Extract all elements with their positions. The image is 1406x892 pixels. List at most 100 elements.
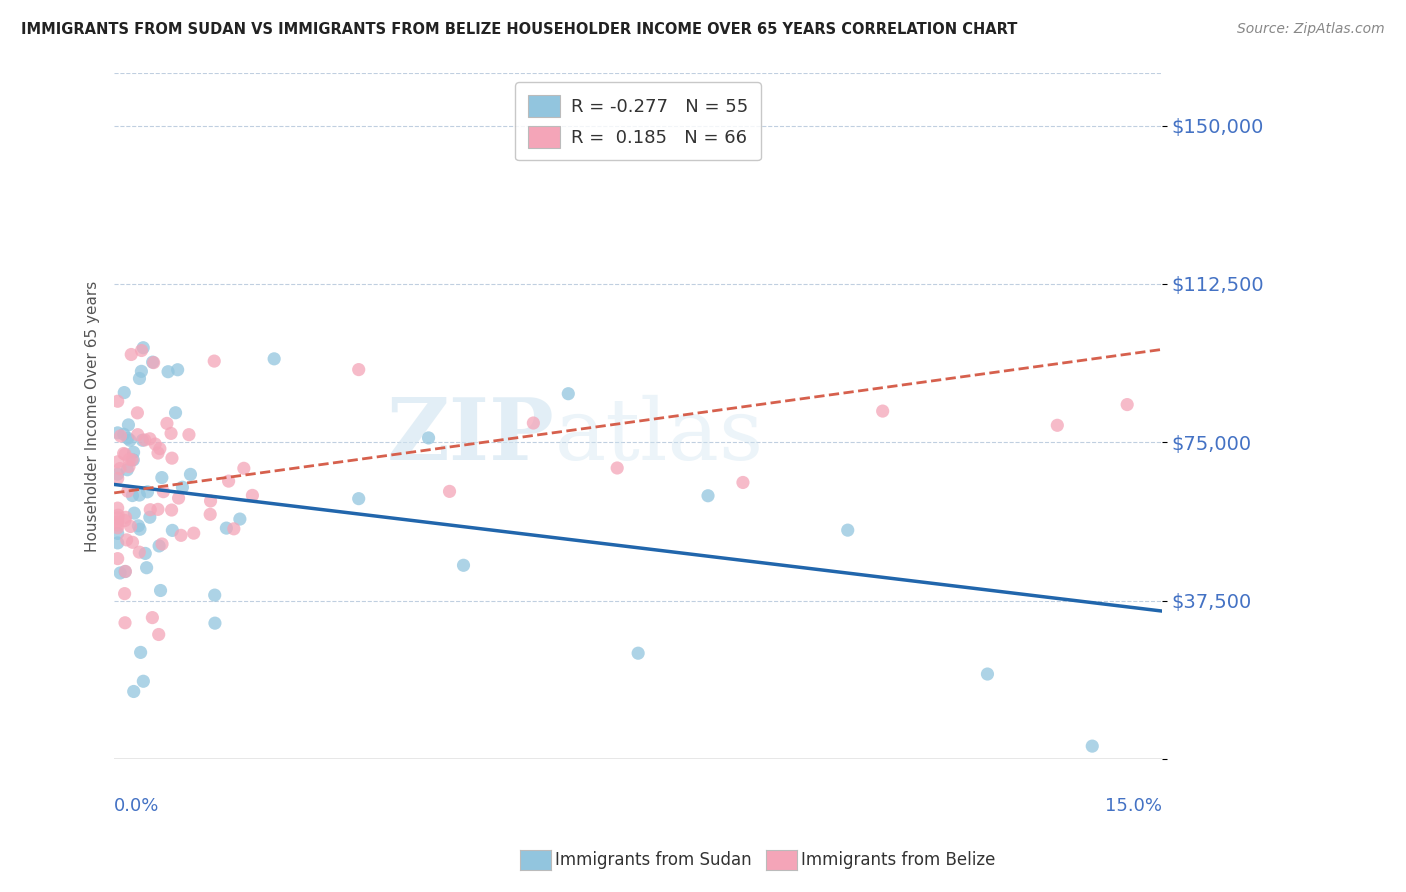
Point — [347, 362, 370, 376]
Point — [160, 426, 183, 441]
Point — [110, 429, 132, 443]
Point — [117, 484, 139, 499]
Point — [128, 488, 150, 502]
Point — [522, 416, 544, 430]
Point — [837, 523, 859, 537]
Point — [112, 385, 135, 400]
Point — [128, 545, 150, 559]
Point — [150, 537, 173, 551]
Point — [114, 565, 136, 579]
Y-axis label: Householder Income Over 65 years: Householder Income Over 65 years — [86, 280, 100, 551]
Text: Immigrants from Sudan: Immigrants from Sudan — [555, 851, 752, 869]
Point — [204, 588, 226, 602]
Point — [114, 587, 136, 601]
Text: ZIP: ZIP — [387, 394, 554, 478]
Point — [229, 512, 252, 526]
Point — [107, 515, 129, 529]
Point — [112, 427, 135, 442]
Point — [172, 480, 194, 494]
Point — [697, 489, 720, 503]
Point — [117, 431, 139, 445]
Point — [127, 427, 149, 442]
Point — [149, 442, 172, 456]
Point — [162, 524, 184, 538]
Point — [148, 627, 170, 641]
Point — [107, 501, 129, 516]
Point — [139, 502, 162, 516]
Point — [139, 510, 162, 524]
Point — [149, 583, 172, 598]
Point — [146, 502, 169, 516]
Point — [107, 521, 129, 535]
Point — [215, 521, 238, 535]
Point — [107, 517, 129, 532]
Point — [118, 459, 141, 474]
Point — [114, 447, 136, 461]
Point — [114, 615, 136, 630]
Point — [117, 463, 139, 477]
Point — [107, 511, 129, 525]
Point — [242, 488, 264, 502]
Point — [131, 364, 153, 378]
Point — [114, 510, 136, 524]
Point — [142, 355, 165, 369]
Point — [167, 491, 190, 505]
Point — [439, 484, 461, 499]
Point — [139, 432, 162, 446]
Point — [122, 453, 145, 467]
Point — [202, 354, 225, 368]
Point — [200, 494, 222, 508]
Point — [160, 503, 183, 517]
Point — [143, 437, 166, 451]
Point — [128, 371, 150, 385]
Point — [347, 491, 370, 506]
Point — [107, 425, 129, 440]
Point — [166, 363, 188, 377]
Text: 0.0%: 0.0% — [114, 797, 159, 814]
Point — [179, 467, 201, 482]
Point — [122, 684, 145, 698]
Point — [121, 453, 143, 467]
Point — [118, 434, 141, 448]
Point — [872, 404, 894, 418]
Point — [141, 610, 163, 624]
Point — [131, 343, 153, 358]
Point — [107, 508, 129, 523]
Point — [114, 565, 136, 579]
Point — [108, 461, 131, 475]
Point — [142, 356, 165, 370]
Text: atlas: atlas — [554, 395, 763, 478]
Point — [107, 536, 129, 550]
Point — [160, 451, 183, 466]
Point — [132, 341, 155, 355]
Point — [120, 347, 142, 361]
Point — [976, 667, 998, 681]
Point — [112, 446, 135, 460]
Point — [183, 526, 205, 541]
Point — [117, 417, 139, 432]
Point — [627, 646, 650, 660]
Point — [1046, 418, 1069, 433]
Point — [121, 489, 143, 503]
Point — [127, 518, 149, 533]
Point — [122, 445, 145, 459]
Point — [232, 461, 254, 475]
Point — [1116, 398, 1139, 412]
Point — [129, 645, 152, 659]
Legend: R = -0.277   N = 55, R =  0.185   N = 66: R = -0.277 N = 55, R = 0.185 N = 66 — [515, 82, 761, 161]
Point — [107, 467, 129, 482]
Point — [127, 406, 149, 420]
Point — [557, 386, 579, 401]
Point — [148, 539, 170, 553]
Point — [204, 616, 226, 631]
Point — [135, 560, 157, 574]
Text: 15.0%: 15.0% — [1105, 797, 1163, 814]
Point — [222, 522, 245, 536]
Point — [120, 519, 142, 533]
Point — [1081, 739, 1104, 753]
Point — [606, 461, 628, 475]
Point — [121, 535, 143, 549]
Text: IMMIGRANTS FROM SUDAN VS IMMIGRANTS FROM BELIZE HOUSEHOLDER INCOME OVER 65 YEARS: IMMIGRANTS FROM SUDAN VS IMMIGRANTS FROM… — [21, 22, 1018, 37]
Point — [114, 513, 136, 527]
Point — [198, 508, 221, 522]
